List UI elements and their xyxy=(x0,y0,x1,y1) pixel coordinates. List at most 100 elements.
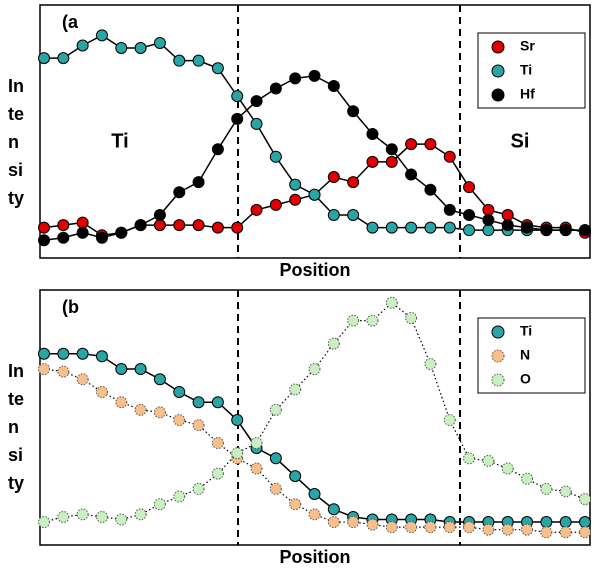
legend-marker xyxy=(491,40,505,54)
data-point xyxy=(289,383,302,396)
data-point xyxy=(153,373,166,386)
data-point xyxy=(211,221,224,234)
data-point xyxy=(559,516,572,529)
y-axis-label: n xyxy=(8,132,19,152)
data-point xyxy=(424,138,437,151)
data-point xyxy=(289,498,302,511)
data-point xyxy=(501,523,514,536)
data-point xyxy=(231,90,244,103)
y-axis-label: ty xyxy=(8,473,24,493)
y-axis-label: ty xyxy=(8,188,24,208)
data-point xyxy=(289,193,302,206)
data-point xyxy=(250,203,263,216)
data-point xyxy=(521,523,534,536)
legend-marker xyxy=(491,64,505,78)
data-point xyxy=(347,105,360,118)
data-point xyxy=(559,526,572,539)
data-point xyxy=(327,337,340,350)
data-point xyxy=(463,181,476,194)
data-point xyxy=(501,462,514,475)
legend-marker xyxy=(491,349,505,363)
data-point xyxy=(76,226,89,239)
data-point xyxy=(579,516,591,529)
y-axis-label: si xyxy=(8,445,23,465)
plot-frame xyxy=(39,4,591,259)
data-point xyxy=(366,155,379,168)
data-point xyxy=(38,52,50,65)
data-point xyxy=(482,203,495,216)
data-point xyxy=(308,508,321,521)
data-point xyxy=(250,437,263,449)
data-point xyxy=(211,396,224,409)
data-point xyxy=(76,347,89,360)
data-point xyxy=(405,168,418,181)
legend-marker xyxy=(491,88,505,102)
y-axis-label: si xyxy=(8,160,23,180)
data-point xyxy=(443,521,456,534)
data-point xyxy=(424,221,437,234)
data-point xyxy=(269,150,282,163)
data-point xyxy=(579,526,591,539)
data-point xyxy=(250,462,263,475)
data-point xyxy=(269,82,282,95)
x-axis-label: Position xyxy=(280,547,351,567)
data-point xyxy=(289,72,302,85)
data-point xyxy=(173,219,186,232)
data-point xyxy=(385,221,398,234)
data-point xyxy=(57,52,70,65)
data-point xyxy=(463,452,476,465)
data-point xyxy=(173,414,186,427)
data-point xyxy=(153,36,166,49)
data-point xyxy=(231,447,244,460)
legend-label: Ti xyxy=(520,323,532,339)
data-point xyxy=(347,516,360,529)
data-point xyxy=(38,363,50,376)
data-point xyxy=(173,186,186,199)
data-point xyxy=(250,95,263,108)
data-point xyxy=(482,523,495,536)
data-point xyxy=(289,178,302,191)
data-point xyxy=(57,510,70,523)
data-point xyxy=(57,365,70,378)
data-point xyxy=(76,373,89,386)
data-point xyxy=(308,188,321,201)
data-point xyxy=(57,347,70,360)
x-axis-label: Position xyxy=(280,260,351,280)
data-point xyxy=(327,503,340,516)
data-point xyxy=(482,224,495,237)
data-point xyxy=(173,386,186,398)
data-point xyxy=(405,521,418,534)
data-point xyxy=(192,219,205,232)
data-point xyxy=(366,128,379,141)
data-point xyxy=(424,183,437,196)
data-point xyxy=(385,521,398,534)
data-point xyxy=(443,221,456,234)
data-point xyxy=(57,231,70,244)
data-point xyxy=(38,347,50,360)
data-point xyxy=(385,155,398,168)
data-point xyxy=(38,221,50,234)
data-point xyxy=(424,357,437,370)
data-point xyxy=(231,221,244,234)
data-point xyxy=(289,470,302,483)
legend-label: Hf xyxy=(520,86,535,102)
data-point xyxy=(327,208,340,221)
data-point xyxy=(173,490,186,503)
data-point xyxy=(501,208,514,221)
region-label: Si xyxy=(511,130,530,152)
y-axis-label: n xyxy=(8,417,19,437)
data-point xyxy=(463,224,476,237)
data-point xyxy=(463,208,476,221)
legend-label: Sr xyxy=(520,38,535,54)
data-point xyxy=(76,508,89,521)
data-point xyxy=(115,226,128,239)
data-point xyxy=(269,403,282,416)
data-point xyxy=(347,176,360,189)
data-point xyxy=(153,219,166,232)
data-point xyxy=(559,485,572,498)
data-point xyxy=(192,396,205,409)
data-point xyxy=(211,467,224,480)
y-axis-label: te xyxy=(8,389,24,409)
data-point xyxy=(540,224,553,237)
